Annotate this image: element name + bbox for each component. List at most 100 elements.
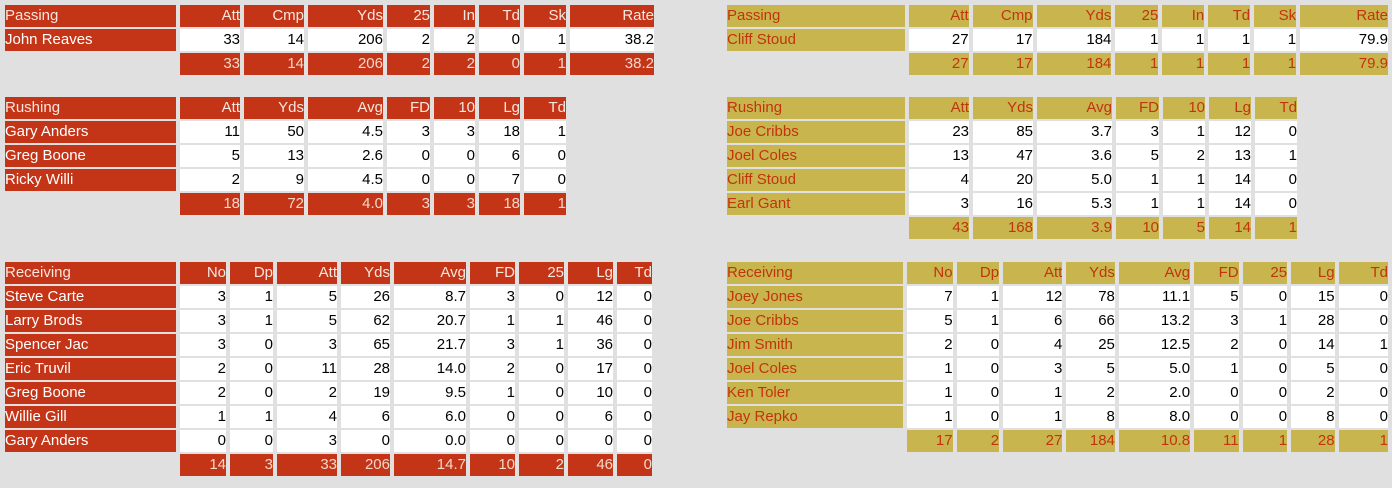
stat-value-cell: 0 bbox=[470, 406, 515, 428]
totals-value-cell: 206 bbox=[341, 454, 390, 476]
stat-value-cell: 1 bbox=[230, 310, 273, 332]
totals-value-cell: 10.8 bbox=[1118, 430, 1191, 452]
stat-value-cell: 62 bbox=[341, 310, 390, 332]
column-header-cell: Att bbox=[1003, 262, 1063, 284]
stat-value-cell: 13.2 bbox=[1118, 310, 1191, 332]
totals-value-cell: 1 bbox=[1254, 53, 1297, 75]
stat-value-cell: 0 bbox=[230, 382, 273, 404]
totals-value-cell: 3 bbox=[434, 193, 475, 215]
column-header-cell: Td bbox=[1338, 262, 1388, 284]
stat-value-cell: 3 bbox=[387, 121, 430, 143]
stat-value-cell: 2.0 bbox=[1118, 382, 1191, 404]
stat-value-cell: 1 bbox=[956, 310, 1000, 332]
column-header-cell: Dp bbox=[956, 262, 1000, 284]
table-row: Joe Cribbs 5 1 6 66 13.2 3 1 28 0 bbox=[727, 310, 1388, 332]
column-header-cell: Att bbox=[277, 262, 337, 284]
stat-value-cell: 0 bbox=[1242, 334, 1288, 356]
header-row: Passing Att Cmp Yds 25 In Td Sk Rate bbox=[727, 5, 1388, 27]
stat-value-cell: 0 bbox=[230, 334, 273, 356]
column-header-cell: FD bbox=[387, 97, 430, 119]
column-header-cell: 25 bbox=[1115, 5, 1159, 27]
stat-value-cell: 8.7 bbox=[394, 286, 466, 308]
totals-row: 43 168 3.9 10 5 14 1 bbox=[727, 217, 1297, 239]
table-row: Joe Cribbs 23 85 3.7 3 1 12 0 bbox=[727, 121, 1297, 143]
table-title: Receiving bbox=[727, 262, 904, 284]
stat-value-cell: 12 bbox=[1003, 286, 1063, 308]
column-header-cell: Td bbox=[524, 97, 566, 119]
totals-value-cell: 17 bbox=[907, 430, 953, 452]
totals-value-cell: 11 bbox=[1194, 430, 1239, 452]
player-name-cell: Gary Anders bbox=[5, 121, 176, 143]
column-header-cell: Att bbox=[908, 5, 969, 27]
stat-value-cell: 0 bbox=[617, 382, 652, 404]
stat-value-cell: 19 bbox=[341, 382, 390, 404]
table-title: Passing bbox=[5, 5, 176, 27]
stat-value-cell: 3 bbox=[434, 121, 475, 143]
stat-value-cell: 5 bbox=[1116, 145, 1159, 167]
totals-row: 27 17 184 1 1 1 1 79.9 bbox=[727, 53, 1388, 75]
totals-value-cell: 4.0 bbox=[308, 193, 383, 215]
table-row: Willie Gill 1 1 4 6 6.0 0 0 6 0 bbox=[5, 406, 652, 428]
stat-value-cell: 5 bbox=[1066, 358, 1115, 380]
stat-value-cell: 6 bbox=[479, 145, 520, 167]
stat-value-cell: 3 bbox=[1003, 358, 1063, 380]
stat-value-cell: 47 bbox=[973, 145, 1033, 167]
table-row: Joel Coles 1 0 3 5 5.0 1 0 5 0 bbox=[727, 358, 1388, 380]
stat-value-cell: 1 bbox=[956, 286, 1000, 308]
stat-value-cell: 11 bbox=[277, 358, 337, 380]
stat-value-cell: 3 bbox=[470, 334, 515, 356]
stat-value-cell: 0 bbox=[1338, 406, 1388, 428]
totals-value-cell: 1 bbox=[1162, 53, 1205, 75]
stat-value-cell: 25 bbox=[1066, 334, 1115, 356]
column-header-cell: Avg bbox=[1037, 97, 1112, 119]
header-row: Receiving No Dp Att Yds Avg FD 25 Lg Td bbox=[5, 262, 652, 284]
stat-value-cell: 1 bbox=[1163, 193, 1205, 215]
stat-value-cell: 4 bbox=[1003, 334, 1063, 356]
totals-spacer bbox=[727, 430, 903, 452]
player-name-cell: Gary Anders bbox=[5, 430, 176, 452]
column-header-cell: Yds bbox=[1066, 262, 1115, 284]
stat-value-cell: 0 bbox=[387, 145, 430, 167]
table-title: Rushing bbox=[5, 97, 176, 119]
column-header-cell: 25 bbox=[519, 262, 564, 284]
stat-value-cell: 8 bbox=[1291, 406, 1335, 428]
stat-value-cell: 8.0 bbox=[1118, 406, 1191, 428]
totals-spacer bbox=[5, 53, 176, 75]
stat-value-cell: 65 bbox=[341, 334, 390, 356]
stat-value-cell: 18 bbox=[479, 121, 520, 143]
stat-value-cell: 0 bbox=[434, 145, 475, 167]
stat-value-cell: 38.2 bbox=[570, 29, 654, 51]
totals-value-cell: 2 bbox=[519, 454, 564, 476]
stat-value-cell: 5 bbox=[1291, 358, 1335, 380]
stat-value-cell: 8 bbox=[1066, 406, 1115, 428]
stat-value-cell: 1 bbox=[470, 310, 515, 332]
table-row: Greg Boone 2 0 2 19 9.5 1 0 10 0 bbox=[5, 382, 652, 404]
totals-value-cell: 46 bbox=[568, 454, 613, 476]
stat-value-cell: 1 bbox=[519, 334, 564, 356]
stat-value-cell: 2.6 bbox=[308, 145, 383, 167]
stat-value-cell: 1 bbox=[907, 382, 953, 404]
stat-value-cell: 1 bbox=[1115, 29, 1159, 51]
totals-value-cell: 14.7 bbox=[394, 454, 466, 476]
stat-value-cell: 5.0 bbox=[1118, 358, 1191, 380]
totals-value-cell: 28 bbox=[1291, 430, 1335, 452]
stat-value-cell: 0 bbox=[1255, 169, 1297, 191]
stat-value-cell: 3.7 bbox=[1037, 121, 1112, 143]
totals-value-cell: 1 bbox=[1242, 430, 1288, 452]
stat-value-cell: 1 bbox=[1163, 121, 1205, 143]
stat-value-cell: 66 bbox=[1066, 310, 1115, 332]
right-passing-table: Passing Att Cmp Yds 25 In Td Sk Rate Cliff Stoud 2… bbox=[723, 3, 1392, 77]
table-row: Joel Coles 13 47 3.6 5 2 13 1 bbox=[727, 145, 1297, 167]
table-title: Rushing bbox=[727, 97, 905, 119]
stat-value-cell: 7 bbox=[479, 169, 520, 191]
stat-value-cell: 13 bbox=[1209, 145, 1251, 167]
player-name-cell: Cliff Stoud bbox=[727, 169, 905, 191]
table-row: Jim Smith 2 0 4 25 12.5 2 0 14 1 bbox=[727, 334, 1388, 356]
player-name-cell: Cliff Stoud bbox=[727, 29, 905, 51]
table-row: Gary Anders 0 0 3 0 0.0 0 0 0 0 bbox=[5, 430, 652, 452]
column-header-cell: 25 bbox=[1242, 262, 1288, 284]
stat-value-cell: 0 bbox=[1338, 358, 1388, 380]
stat-value-cell: 5 bbox=[277, 310, 337, 332]
totals-value-cell: 3 bbox=[230, 454, 273, 476]
